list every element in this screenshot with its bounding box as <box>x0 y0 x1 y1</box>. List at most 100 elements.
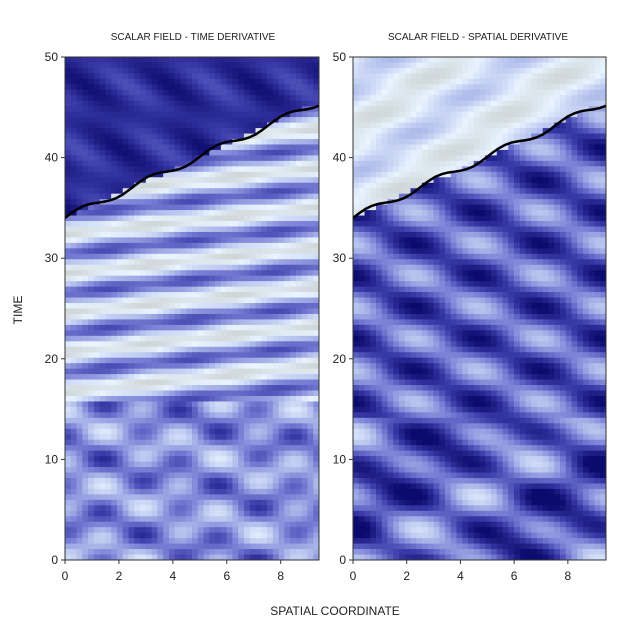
heatmap-cell <box>140 78 147 85</box>
heatmap-cell <box>197 395 205 403</box>
heatmap-cell <box>232 341 239 348</box>
heatmap-cell <box>180 248 187 255</box>
heatmap-cell <box>70 226 78 233</box>
heatmap-cell <box>157 73 164 80</box>
heatmap-cell <box>209 445 216 452</box>
heatmap-cell <box>278 215 285 222</box>
heatmap-cell <box>140 385 147 392</box>
heatmap-cell <box>284 434 291 441</box>
heatmap-cell <box>197 106 205 113</box>
heatmap-cell <box>186 379 193 386</box>
heatmap-cell <box>243 303 251 310</box>
heatmap-cell <box>450 78 458 85</box>
heatmap-cell <box>163 171 170 178</box>
heatmap-cell <box>284 78 291 85</box>
heatmap-cell <box>284 171 291 178</box>
heatmap-cell <box>140 313 147 321</box>
heatmap-cell <box>128 177 135 184</box>
heatmap-cell <box>255 297 262 304</box>
heatmap-cell <box>496 117 504 124</box>
heatmap-cell <box>203 439 210 446</box>
heatmap-cell <box>65 472 72 479</box>
heatmap-cell <box>168 477 176 485</box>
heatmap-cell <box>203 111 210 118</box>
heatmap-cell <box>134 313 141 321</box>
heatmap-cell <box>203 73 210 80</box>
heatmap-cell <box>255 78 262 85</box>
heatmap-cell <box>393 133 400 140</box>
heatmap-cell <box>70 160 78 167</box>
heatmap-cell <box>284 532 291 539</box>
heatmap-cell <box>473 155 481 162</box>
heatmap-cell <box>99 270 107 277</box>
heatmap-cell <box>105 450 112 457</box>
heatmap-cell <box>209 259 216 266</box>
heatmap-cell <box>186 434 193 441</box>
heatmap-cell <box>145 133 153 140</box>
heatmap-cell <box>307 330 314 337</box>
heatmap-cell <box>88 292 95 299</box>
heatmap-cell <box>186 275 193 282</box>
heatmap-cell <box>65 357 72 364</box>
heatmap-cell <box>433 149 440 157</box>
heatmap-cell <box>203 423 210 430</box>
heatmap-cell <box>197 423 205 430</box>
heatmap-cell <box>128 456 135 463</box>
heatmap-cell <box>157 210 164 217</box>
heatmap-cell <box>313 73 319 80</box>
heatmap-cell <box>192 456 199 463</box>
heatmap-cell <box>393 84 400 91</box>
heatmap-cell <box>65 379 72 386</box>
heatmap-cell <box>278 117 285 124</box>
heatmap-cell <box>462 155 469 162</box>
heatmap-cell <box>99 456 107 463</box>
heatmap-cell <box>243 505 251 512</box>
heatmap-cell <box>65 554 72 560</box>
heatmap-cell <box>594 84 601 91</box>
heatmap-cell <box>140 221 147 228</box>
heatmap-cell <box>220 401 228 408</box>
heatmap-cell <box>174 242 182 249</box>
heatmap-cell <box>255 341 262 348</box>
heatmap-cell <box>151 516 158 523</box>
heatmap-cell <box>215 390 222 397</box>
heatmap-cell <box>278 346 285 353</box>
heatmap-cell <box>220 62 228 69</box>
heatmap-cell <box>65 215 72 222</box>
heatmap-cell <box>151 210 158 217</box>
heatmap-cell <box>76 177 83 184</box>
heatmap-cell <box>284 521 291 528</box>
heatmap-cell <box>76 57 83 64</box>
heatmap-cell <box>313 122 319 129</box>
heatmap-cell <box>565 160 573 167</box>
heatmap-cell <box>88 133 95 140</box>
heatmap-cell <box>243 352 251 359</box>
heatmap-cell <box>116 122 124 129</box>
heatmap-cell <box>168 182 176 189</box>
heatmap-cell <box>290 62 297 69</box>
heatmap-cell <box>261 494 268 501</box>
heatmap-cell <box>76 160 83 167</box>
heatmap-cell <box>220 395 228 403</box>
heatmap-cell <box>157 303 164 310</box>
heatmap-cell <box>370 106 377 113</box>
heatmap-cell <box>243 62 251 69</box>
heatmap-cell <box>99 242 107 249</box>
heatmap-cell <box>450 89 458 96</box>
heatmap-cell <box>353 100 360 107</box>
heatmap-cell <box>255 177 262 184</box>
heatmap-cell <box>76 199 83 206</box>
heatmap-cell <box>301 62 309 69</box>
heatmap-cell <box>284 221 291 228</box>
heatmap-cell <box>307 472 314 479</box>
heatmap-cell <box>215 73 222 80</box>
heatmap-cell <box>111 199 118 206</box>
heatmap-cell <box>410 155 417 162</box>
heatmap-cell <box>99 182 107 189</box>
heatmap-cell <box>111 128 118 135</box>
heatmap-cell <box>140 171 147 178</box>
heatmap-cell <box>168 303 176 310</box>
heatmap-cell <box>122 253 130 260</box>
heatmap-cell <box>416 139 423 146</box>
heatmap-cell <box>226 177 234 184</box>
